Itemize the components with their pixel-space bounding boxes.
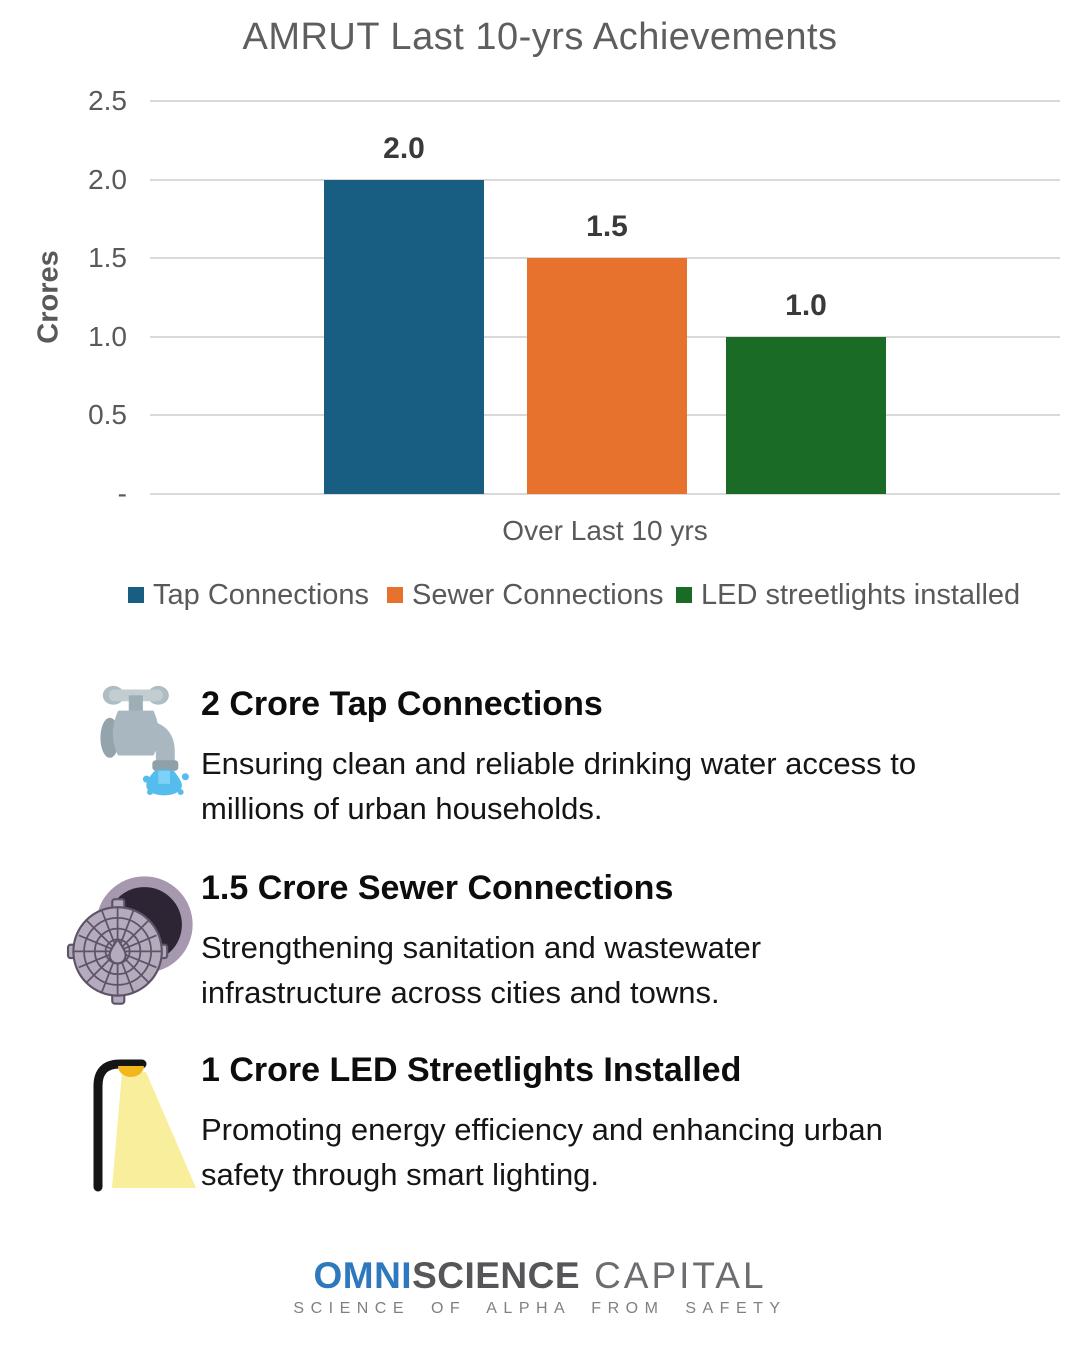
y-tick-label: 1.0 [88,320,127,352]
section-tap-heading: 2 Crore Tap Connections [201,685,603,723]
section-streetlight-body: Promoting energy efficiency and enhancin… [201,1112,883,1192]
bar-led-streetlights-installed [726,336,886,494]
legend-item: LED streetlights installed [676,579,1020,611]
section-tap: 2 Crore Tap Connections Ensuring clean a… [201,684,916,831]
brand-omni: OMNI [313,1255,413,1296]
gridline [150,257,1060,260]
bar-value-label: 2.0 [383,131,425,165]
x-axis-label: Over Last 10 yrs [502,515,708,546]
section-sewer: 1.5 Crore Sewer Connections Strengthenin… [201,868,761,1015]
bar-value-label: 1.5 [586,210,628,244]
y-tick-label: 2.5 [88,85,127,116]
bar-sewer-connections [527,258,687,494]
legend-label: Tap Connections [153,578,370,611]
streetlight-icon [84,1048,220,1192]
legend-swatch [676,587,692,603]
legend-swatch [128,587,144,603]
section-streetlight: 1 Crore LED Streetlights Installed Promo… [201,1050,883,1197]
chart-title: AMRUT Last 10-yrs Achievements [242,16,838,58]
bar-value-label: 1.0 [785,288,827,322]
y-tick-label: 2.0 [88,163,127,195]
gridline [150,178,1060,181]
gridline [150,100,1060,102]
y-tick-label: - [117,478,127,509]
section-sewer-body: Strengthening sanitation and wastewater … [201,930,762,1010]
tap-icon [78,680,196,798]
legend-item: Tap Connections [128,579,369,611]
brand-tagline: SCIENCE OF ALPHA FROM SAFETY [293,1300,787,1317]
brand-science: SCIENCE [412,1255,581,1296]
y-axis-ticks: - 0.5 1.0 1.5 2.0 2.5 [37,0,127,520]
gridline [150,493,1060,495]
y-tick-label: 1.5 [88,242,127,274]
y-tick-label: 0.5 [88,399,127,431]
legend-item: Sewer Connections [387,579,663,611]
legend-label: LED streetlights installed [701,578,1021,611]
brand-name: OMNISCIENCE CAPITAL [0,1256,1080,1296]
manhole-icon [64,866,198,1010]
section-sewer-heading: 1.5 Crore Sewer Connections [201,869,674,907]
bar-tap-connections [324,179,484,494]
legend-label: Sewer Connections [412,578,664,611]
section-tap-body: Ensuring clean and reliable drinking wat… [201,746,917,826]
legend-swatch [387,587,403,603]
brand-capital: CAPITAL [594,1255,767,1296]
footer-logo: OMNISCIENCE CAPITAL SCIENCE OF ALPHA FROM… [0,1256,1080,1318]
plot-area: 2.0 1.5 1.0 [150,100,1060,495]
chart-legend: Tap Connections Sewer Connections LED stre… [0,579,1080,611]
section-streetlight-heading: 1 Crore LED Streetlights Installed [201,1051,742,1089]
